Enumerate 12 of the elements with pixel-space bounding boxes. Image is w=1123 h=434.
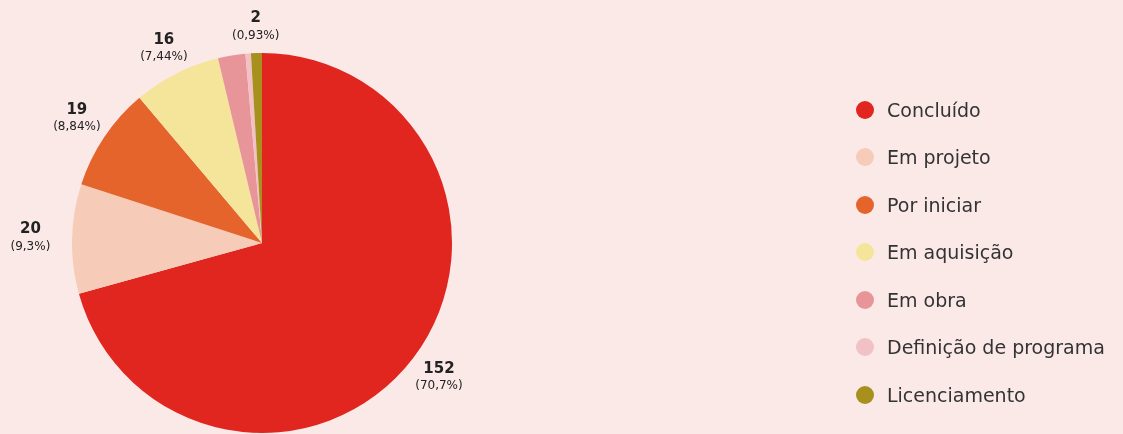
data-label: 16 (7,44%) (140, 30, 188, 64)
data-label: 2 (0,93%) (231, 8, 280, 42)
data-label: 19 (8,84%) (53, 99, 101, 134)
legend-label: Licenciamento (887, 383, 1026, 406)
data-label: 152 (70,7%) (415, 358, 463, 393)
data-label: 20 (9,3%) (10, 219, 51, 253)
legend-label: Em projeto (887, 146, 991, 169)
legend-label: Em obra (887, 288, 967, 311)
legend-label: Concluído (887, 98, 981, 121)
legend-label: Definição de programa (887, 336, 1105, 359)
legend-label: Em aquisição (887, 241, 1014, 264)
legend-label: Por iniciar (887, 193, 982, 216)
